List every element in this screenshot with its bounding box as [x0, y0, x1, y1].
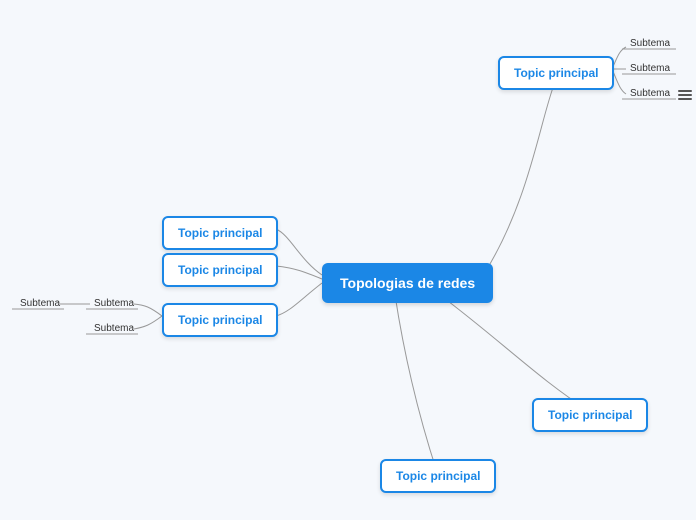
- central-node[interactable]: Topologias de redes: [322, 263, 493, 303]
- edge: [440, 295, 589, 411]
- edge: [612, 47, 626, 69]
- edge: [484, 82, 555, 274]
- edge: [276, 283, 322, 316]
- topic-node-bottom-right[interactable]: Topic principal: [532, 398, 648, 432]
- topic-node-bottom[interactable]: Topic principal: [380, 459, 496, 493]
- subtopic-node[interactable]: Subtema: [626, 61, 674, 76]
- topic-node-left-2[interactable]: Topic principal: [162, 253, 278, 287]
- subtopic-node[interactable]: Subtema: [16, 296, 64, 311]
- subtopic-node[interactable]: Subtema: [90, 296, 138, 311]
- edge: [612, 69, 626, 94]
- subtopic-node[interactable]: Subtema: [90, 321, 138, 336]
- topic-node-left-3[interactable]: Topic principal: [162, 303, 278, 337]
- edge: [134, 316, 162, 329]
- topic-node-left-1[interactable]: Topic principal: [162, 216, 278, 250]
- subtopic-node[interactable]: Subtema: [626, 36, 674, 51]
- edge: [276, 266, 322, 279]
- subtopic-node[interactable]: Subtema: [626, 86, 674, 101]
- edge: [395, 295, 437, 472]
- edge: [276, 229, 322, 275]
- menu-icon[interactable]: [678, 88, 692, 102]
- edge: [134, 304, 162, 316]
- topic-node-top[interactable]: Topic principal: [498, 56, 614, 90]
